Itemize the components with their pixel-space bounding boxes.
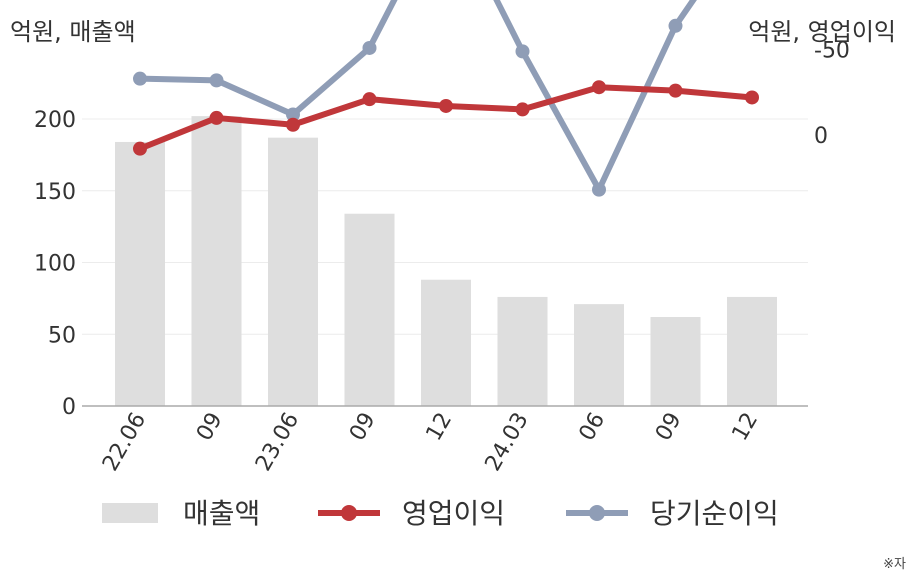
left-tick-label: 200	[34, 108, 76, 133]
point-당기순이익-6	[592, 182, 606, 197]
bar-매출액-4	[421, 279, 471, 406]
legend-label-매출액: 매출액	[183, 497, 260, 530]
legend-marker-영업이익	[341, 505, 357, 521]
point-당기순이익-0	[133, 71, 147, 86]
x-tick-label: 23.06	[251, 409, 304, 476]
left-axis-unit: 억원, 매출액	[10, 18, 136, 46]
x-tick-label: 24.03	[481, 409, 534, 476]
point-영업이익-1	[209, 110, 224, 125]
bar-매출액-0	[115, 141, 165, 406]
bar-매출액-8	[727, 296, 777, 406]
x-tick-label: 22.06	[98, 409, 151, 476]
point-영업이익-3	[362, 92, 377, 107]
left-tick-label: 50	[48, 323, 76, 348]
x-tick-label: 12	[728, 409, 764, 446]
right-tick-label: -50	[814, 39, 850, 64]
bar-매출액-6	[574, 304, 624, 406]
point-영업이익-8	[745, 90, 759, 105]
point-당기순이익-1	[209, 73, 224, 88]
point-당기순이익-5	[515, 44, 530, 59]
left-tick-label: 100	[34, 252, 76, 277]
left-tick-label: 150	[34, 180, 76, 205]
bar-매출액-1	[191, 116, 242, 406]
point-당기순이익-3	[362, 40, 377, 55]
point-영업이익-0	[133, 141, 147, 156]
point-영업이익-2	[286, 117, 300, 132]
x-tick-label: 06	[575, 409, 611, 446]
x-tick-label: 12	[422, 409, 458, 446]
point-당기순이익-7	[668, 18, 683, 33]
bar-매출액-7	[650, 317, 701, 406]
right-axis-unit: 억원, 영업이익	[748, 18, 896, 46]
point-영업이익-6	[592, 80, 606, 95]
line-당기순이익	[137, 0, 697, 193]
bar-매출액-2	[268, 137, 318, 406]
bar-매출액-3	[344, 213, 395, 406]
point-영업이익-7	[668, 83, 683, 98]
footnote: ※자	[883, 557, 906, 572]
x-tick-label: 09	[651, 409, 687, 446]
legend-label-영업이익: 영업이익	[402, 497, 505, 530]
point-영업이익-5	[515, 102, 530, 117]
x-tick-label: 09	[345, 409, 381, 446]
x-tick-label: 09	[192, 409, 228, 446]
point-영업이익-4	[439, 98, 453, 113]
legend-label-당기순이익: 당기순이익	[650, 497, 779, 530]
bar-매출액-5	[497, 296, 548, 406]
point-당기순이익-2	[286, 107, 300, 122]
legend-marker-당기순이익	[589, 505, 605, 521]
legend-swatch-매출액	[102, 503, 158, 523]
left-tick-label: 0	[62, 395, 76, 420]
right-tick-label: 0	[814, 124, 828, 149]
